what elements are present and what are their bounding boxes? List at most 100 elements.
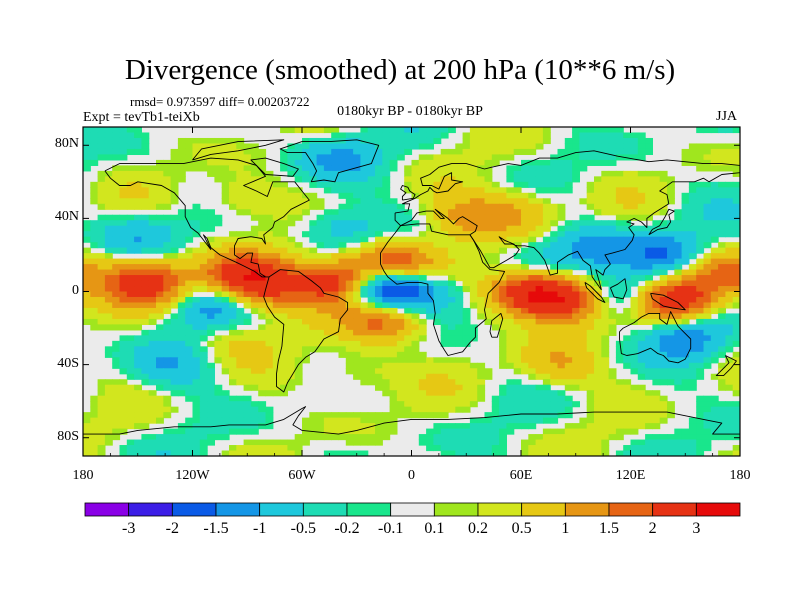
field-cell bbox=[659, 176, 668, 183]
field-cell bbox=[469, 203, 478, 210]
field-cell bbox=[258, 258, 267, 265]
field-cell bbox=[718, 154, 726, 161]
field-cell bbox=[696, 302, 705, 309]
field-cell bbox=[163, 351, 172, 358]
field-cell bbox=[367, 373, 376, 380]
field-cell bbox=[440, 132, 449, 139]
field-cell bbox=[725, 264, 734, 271]
field-cell bbox=[389, 225, 398, 232]
field-cell bbox=[389, 406, 398, 413]
field-cell bbox=[287, 340, 296, 347]
field-cell bbox=[637, 187, 646, 194]
field-cell bbox=[513, 423, 522, 430]
field-cell bbox=[659, 280, 668, 287]
field-cell bbox=[192, 264, 201, 271]
field-cell bbox=[652, 253, 661, 260]
field-cell bbox=[119, 286, 128, 293]
field-cell bbox=[345, 176, 354, 183]
field-cell bbox=[608, 187, 617, 194]
field-cell bbox=[440, 318, 449, 325]
field-cell bbox=[177, 368, 186, 375]
field-cell bbox=[396, 225, 405, 232]
field-cell bbox=[236, 280, 245, 287]
field-cell bbox=[236, 357, 245, 364]
field-cell bbox=[674, 269, 683, 276]
field-cell bbox=[484, 198, 493, 205]
field-cell bbox=[601, 296, 610, 304]
field-cell bbox=[521, 236, 529, 243]
field-cell bbox=[564, 176, 573, 183]
field-cell bbox=[696, 318, 705, 325]
field-cell bbox=[499, 390, 507, 397]
field-cell bbox=[229, 313, 237, 320]
field-cell bbox=[564, 313, 573, 320]
field-cell bbox=[528, 291, 537, 298]
field-cell bbox=[360, 269, 369, 276]
field-cell bbox=[469, 384, 478, 391]
field-cell bbox=[652, 318, 661, 325]
field-cell bbox=[433, 242, 442, 249]
field-cell bbox=[104, 275, 113, 282]
field-cell bbox=[287, 318, 296, 325]
field-cell bbox=[477, 275, 486, 282]
field-cell bbox=[97, 225, 106, 232]
field-cell bbox=[542, 203, 551, 210]
field-cell bbox=[652, 307, 661, 315]
field-cell bbox=[499, 275, 507, 282]
field-cell bbox=[469, 127, 478, 134]
field-cell bbox=[134, 220, 142, 227]
field-cell bbox=[455, 357, 464, 364]
field-cell bbox=[331, 154, 340, 161]
field-cell bbox=[718, 148, 726, 156]
field-cell bbox=[199, 258, 208, 265]
field-cell bbox=[236, 181, 245, 188]
field-cell bbox=[192, 390, 201, 397]
field-cell bbox=[703, 214, 712, 221]
colorbar-label: 3 bbox=[692, 520, 701, 537]
field-cell bbox=[345, 296, 354, 304]
field-cell bbox=[280, 362, 288, 369]
field-cell bbox=[214, 401, 223, 408]
field-cell bbox=[382, 302, 391, 309]
field-cell bbox=[177, 159, 186, 166]
field-cell bbox=[572, 439, 580, 446]
field-cell bbox=[316, 154, 325, 161]
field-cell bbox=[535, 395, 544, 402]
field-cell bbox=[440, 192, 449, 199]
field-cell bbox=[594, 302, 602, 309]
field-cell bbox=[594, 280, 602, 287]
field-cell bbox=[382, 423, 391, 430]
field-cell bbox=[433, 318, 442, 325]
field-cell bbox=[462, 203, 471, 210]
field-cell bbox=[579, 143, 588, 150]
field-cell bbox=[134, 127, 142, 134]
field-cell bbox=[243, 286, 252, 293]
field-cell bbox=[229, 340, 237, 347]
colorbar-swatch bbox=[259, 502, 304, 517]
field-cell bbox=[280, 291, 288, 298]
field-cell bbox=[375, 346, 383, 353]
field-cell bbox=[659, 329, 668, 336]
field-cell bbox=[148, 198, 157, 205]
field-cell bbox=[615, 395, 624, 402]
field-cell bbox=[513, 324, 522, 331]
field-cell bbox=[112, 269, 121, 276]
field-cell bbox=[564, 143, 573, 150]
field-cell bbox=[367, 203, 376, 210]
field-cell bbox=[345, 258, 354, 265]
field-cell bbox=[601, 264, 610, 271]
field-cell bbox=[615, 231, 624, 238]
field-cell bbox=[360, 225, 369, 232]
field-cell bbox=[360, 428, 369, 435]
field-cell bbox=[323, 286, 332, 293]
field-cell bbox=[462, 275, 471, 282]
field-cell bbox=[594, 313, 602, 320]
field-cell bbox=[696, 236, 705, 243]
field-cell bbox=[316, 242, 325, 249]
field-cell bbox=[535, 351, 544, 358]
field-cell bbox=[725, 417, 734, 424]
field-cell bbox=[90, 242, 99, 249]
field-cell bbox=[703, 236, 712, 243]
field-cell bbox=[243, 258, 252, 265]
field-cell bbox=[250, 296, 259, 304]
